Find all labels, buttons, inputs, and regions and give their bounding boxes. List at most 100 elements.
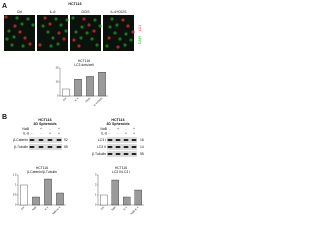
treatment-label: NaB — [100, 127, 107, 131]
cell — [10, 43, 14, 47]
blot-strip — [29, 137, 62, 143]
condition-label: IL-6+DCIS — [111, 10, 128, 14]
cell — [115, 23, 119, 27]
blot-title: HCT116 — [38, 118, 51, 122]
x-tick-label: NaB — [111, 206, 117, 212]
blot-subtitle: 3D Spheroids — [33, 122, 56, 126]
cell — [49, 44, 53, 48]
condition-label: IL-6 — [50, 10, 56, 14]
sign: + — [40, 127, 42, 131]
stain-label: LC3 — [138, 25, 142, 31]
bar — [74, 79, 82, 97]
cell — [57, 31, 61, 35]
band — [123, 153, 129, 155]
chart-title: HCT116 — [78, 59, 90, 63]
x-tick-label: IL-6 — [123, 206, 129, 212]
bar — [56, 192, 64, 206]
blot-subtitle: 3D Spheroids — [106, 122, 129, 126]
band — [38, 139, 44, 141]
bar — [111, 179, 119, 206]
band — [107, 146, 113, 148]
x-tick-label: Ctrl — [100, 206, 105, 211]
y-tick-label: 10 — [56, 80, 59, 84]
cell — [71, 16, 75, 20]
cell — [12, 35, 16, 39]
band — [29, 146, 35, 148]
cell — [13, 24, 17, 28]
kda: 16 — [140, 138, 144, 142]
sign: - — [125, 127, 126, 131]
band — [131, 139, 137, 141]
bar — [86, 76, 94, 97]
band — [47, 146, 53, 148]
sign: + — [133, 131, 135, 135]
cell — [5, 37, 9, 41]
cell — [90, 37, 94, 41]
cell — [20, 22, 24, 26]
x-tick-label: IL-6+DCIS — [93, 97, 103, 107]
band — [131, 146, 137, 148]
sign: - — [109, 127, 110, 131]
cell — [28, 42, 32, 46]
cell — [93, 18, 97, 22]
band — [29, 139, 35, 141]
y-tick-label: 2 — [95, 183, 97, 187]
sign: + — [58, 127, 60, 131]
sign: - — [49, 127, 50, 131]
cell — [18, 30, 22, 34]
chart-subtitle: LC3 II/LC3 I — [112, 170, 130, 174]
x-tick-label: NaB — [32, 206, 38, 212]
kda: 55 — [140, 152, 144, 156]
bar — [98, 72, 106, 97]
x-tick-label: NaB+IL-6 — [52, 206, 62, 216]
band-label: β-Catenin — [13, 138, 28, 142]
band-label: LC3 I — [98, 138, 106, 142]
cell — [4, 15, 8, 19]
condition-label: DCIS — [81, 10, 90, 14]
cell — [15, 16, 19, 20]
sign: + — [125, 131, 127, 135]
cell — [51, 36, 55, 40]
sign: - — [109, 131, 110, 135]
cell — [80, 25, 84, 29]
bar — [100, 194, 108, 206]
kda: 92 — [64, 138, 68, 142]
cell — [121, 18, 125, 22]
cell — [48, 22, 52, 26]
chart-subtitle: LC3 dots/cell — [74, 63, 94, 67]
cell — [108, 25, 112, 29]
cell — [59, 23, 63, 27]
sign: + — [49, 131, 51, 135]
cell-line: HCT116 — [68, 2, 81, 6]
sign: - — [117, 131, 118, 135]
x-tick-label: DCIS — [85, 97, 91, 103]
y-tick-label: 0 — [95, 203, 97, 207]
condition-label: Ctrl — [17, 10, 23, 14]
band-label: β-Tubulin — [92, 152, 106, 156]
cell — [107, 36, 111, 40]
bar — [32, 196, 40, 206]
bar — [123, 196, 131, 206]
band — [131, 153, 137, 155]
kda: 55 — [64, 145, 68, 149]
cell — [77, 44, 81, 48]
band — [56, 139, 62, 141]
panel-label: A — [2, 3, 7, 10]
y-tick-label: 0 — [15, 203, 17, 207]
cell — [41, 24, 45, 28]
x-tick-label: Ctrl — [62, 97, 67, 102]
cell — [92, 29, 96, 33]
band — [47, 139, 53, 141]
chart-title: HCT116 — [115, 166, 127, 170]
cell — [98, 24, 102, 28]
x-tick-label: IL-6 — [74, 97, 80, 103]
blot-strip — [29, 144, 62, 150]
chart-title: HCT116 — [36, 166, 48, 170]
cell — [113, 31, 117, 35]
cell — [95, 43, 99, 47]
x-tick-label: NaB+IL-6 — [130, 206, 140, 216]
stain-label: DAPI — [138, 36, 142, 44]
micrograph — [37, 15, 68, 51]
cell — [123, 43, 127, 47]
cell — [43, 16, 47, 20]
